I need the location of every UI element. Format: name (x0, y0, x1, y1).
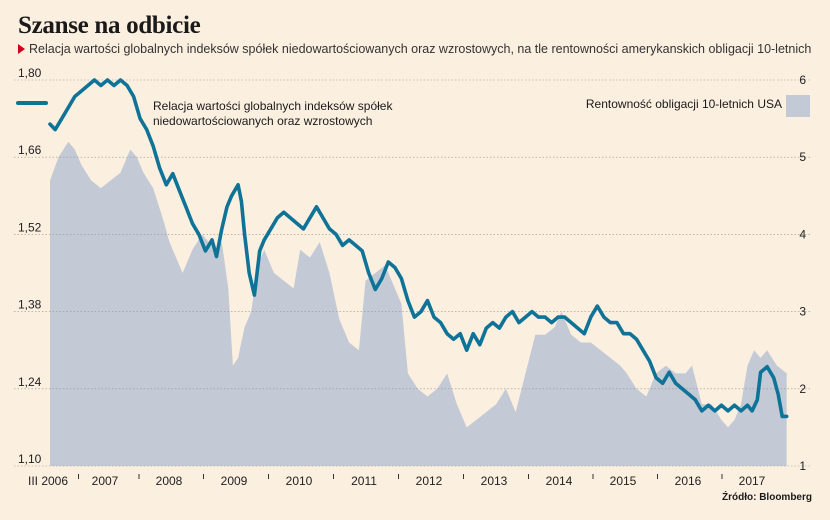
left-axis-tick: 1,80 (18, 66, 42, 80)
x-axis-tick: 2016 (675, 474, 702, 488)
red-triangle-icon (18, 44, 25, 54)
right-axis-tick: 6 (799, 73, 806, 87)
x-axis-tick: 2009 (221, 474, 248, 488)
x-axis-tick: III 2006 (28, 474, 68, 488)
x-axis-tick: 2010 (286, 474, 313, 488)
right-axis-tick: 1 (799, 459, 806, 473)
chart-subtitle: Relacja wartości globalnych indeksów spó… (18, 42, 811, 56)
x-axis-tick: 2013 (481, 474, 508, 488)
x-axis-tick: 2008 (156, 474, 183, 488)
legend-label-yield: Rentowność obligacji 10-letnich USA (586, 97, 782, 111)
source-note: Źródło: Bloomberg (722, 492, 812, 503)
x-axis-tick: 2015 (610, 474, 637, 488)
x-axis-tick: 2007 (92, 474, 119, 488)
subtitle-text: Relacja wartości globalnych indeksów spó… (29, 42, 812, 56)
value-growth-ratio-line (48, 78, 789, 419)
x-axis-tick: 2017 (739, 474, 766, 488)
right-axis-tick: 3 (799, 305, 806, 319)
legend-label-ratio: Relacja wartości globalnych indeksów spó… (153, 99, 393, 113)
chart-title: Szanse na odbicie (18, 12, 201, 39)
yield-area-series (50, 141, 787, 467)
x-axis-tick: 2014 (546, 474, 573, 488)
legend-area-swatch (786, 95, 810, 117)
left-axis-tick: 1,24 (18, 375, 42, 389)
x-axis-tick: 2011 (351, 474, 377, 488)
left-axis-tick: 1,38 (18, 298, 42, 312)
legend-label-ratio: niedowartościowanych oraz wzrostowych (153, 114, 372, 128)
left-axis-tick: 1,52 (18, 220, 42, 234)
right-axis-tick: 2 (799, 382, 806, 396)
right-axis-tick: 4 (799, 227, 806, 241)
x-axis-tick: 2012 (416, 474, 443, 488)
left-axis-tick: 1,66 (18, 143, 42, 157)
right-axis-tick: 5 (799, 150, 806, 164)
left-axis-tick: 1,10 (18, 452, 42, 466)
